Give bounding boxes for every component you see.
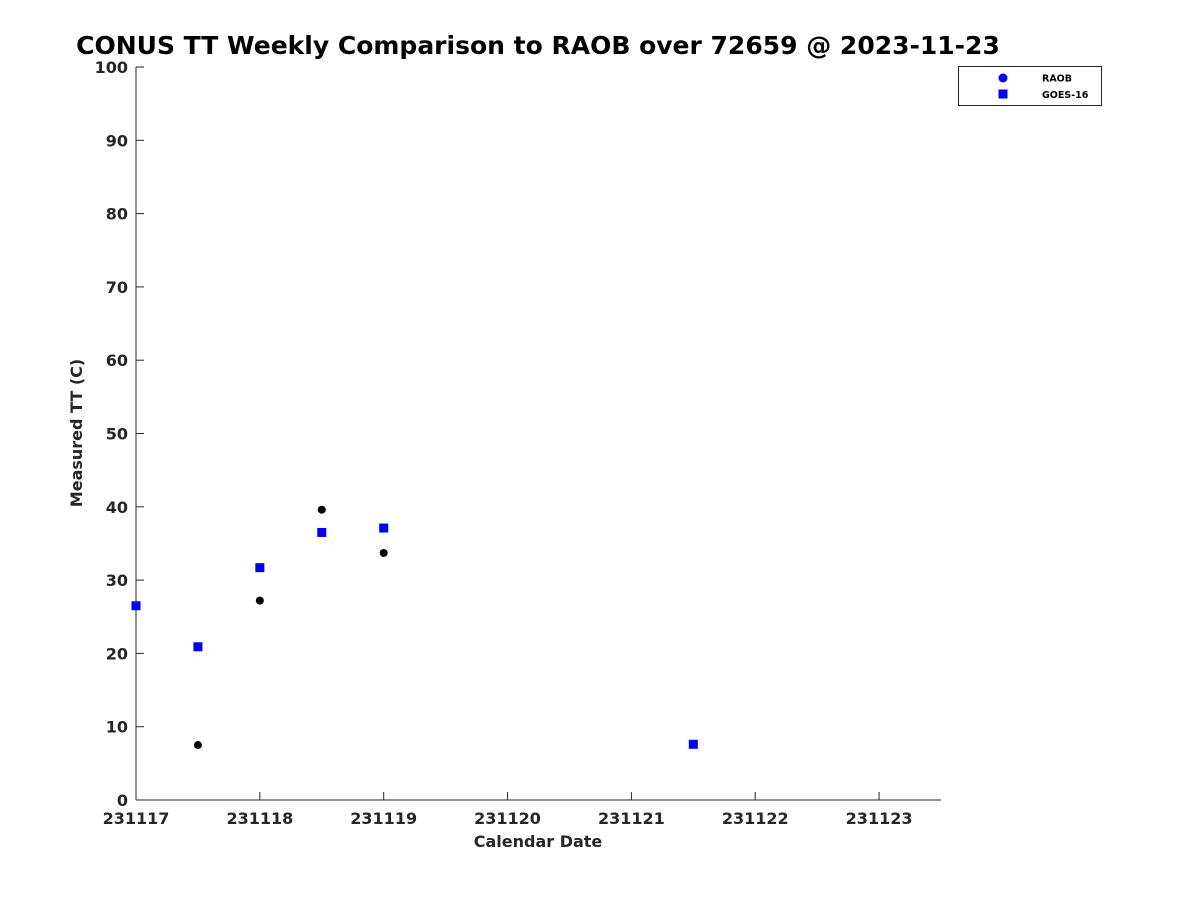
goes16-point: [131, 601, 141, 611]
axes: [135, 67, 941, 801]
plot-points: [131, 505, 698, 750]
legend-raob-marker: [998, 73, 1008, 83]
y-tick-label: 40: [106, 498, 128, 517]
x-tick-label: 231123: [846, 809, 913, 828]
y-axis-label: Measured TT (C): [67, 359, 86, 507]
y-tick-label: 0: [117, 791, 128, 810]
goes16-point: [317, 527, 327, 537]
raob-point: [379, 548, 388, 557]
legend-goes16-label: GOES-16: [1042, 90, 1089, 101]
y-tick-label: 10: [106, 718, 128, 737]
legend: RAOB GOES-16: [958, 66, 1102, 106]
legend-raob-label: RAOB: [1042, 74, 1072, 85]
x-tick-label: 231117: [103, 809, 170, 828]
y-tick-label: 30: [106, 571, 128, 590]
y-tick-label: 100: [95, 58, 128, 77]
y-tick-label: 20: [106, 644, 128, 663]
goes16-point: [688, 739, 698, 749]
goes16-point: [379, 523, 389, 533]
y-tick-label: 60: [106, 351, 128, 370]
x-tick-label: 231121: [598, 809, 665, 828]
x-tick-label: 231119: [350, 809, 417, 828]
raob-point: [255, 596, 264, 605]
goes16-point: [193, 642, 203, 652]
y-tick-label: 50: [106, 425, 128, 444]
goes16-point: [255, 563, 265, 573]
y-tick-label: 80: [106, 205, 128, 224]
raob-point: [317, 505, 326, 514]
chart-title: CONUS TT Weekly Comparison to RAOB over …: [76, 31, 1000, 60]
y-tick-label: 70: [106, 278, 128, 297]
y-ticks: 0 10 20 30 40 50 60 70 80 90 100: [95, 58, 144, 810]
x-tick-label: 231122: [722, 809, 789, 828]
x-ticks: 231117 231118 231119 231120 231121 231122 2311…: [103, 792, 913, 828]
x-tick-label: 231118: [226, 809, 293, 828]
x-axis-label: Calendar Date: [474, 832, 603, 851]
legend-goes16-marker: [998, 89, 1008, 99]
y-tick-label: 90: [106, 131, 128, 150]
legend-box: [958, 66, 1102, 106]
raob-point: [193, 741, 202, 750]
x-tick-label: 231120: [474, 809, 541, 828]
